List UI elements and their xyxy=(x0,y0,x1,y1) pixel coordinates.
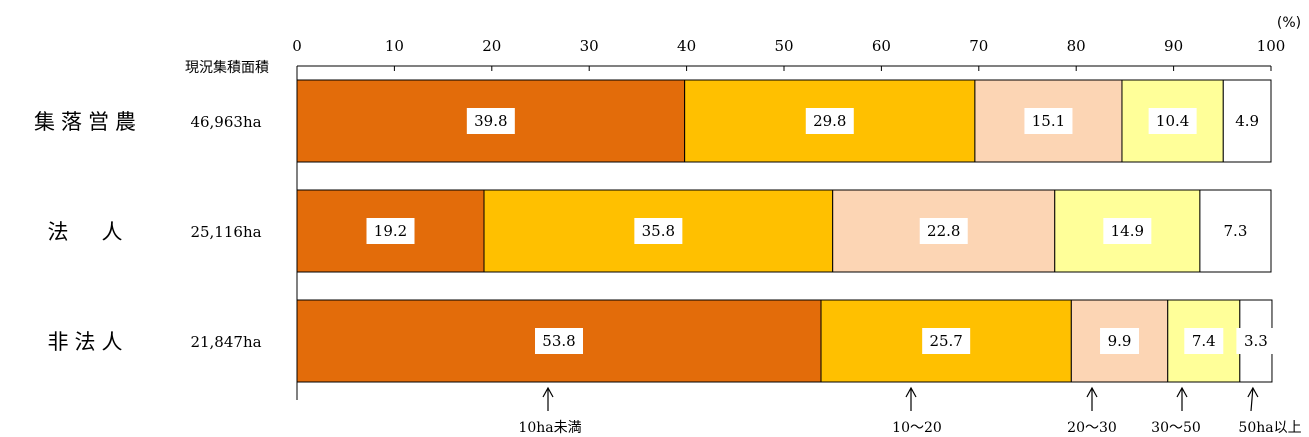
data-label: 19.2 xyxy=(374,222,407,240)
area-header-label: 現況集積面積 xyxy=(185,59,269,76)
legend-arrow-head xyxy=(1176,386,1188,398)
data-label: 7.4 xyxy=(1192,332,1216,350)
x-tick-label: 30 xyxy=(580,37,599,55)
legend-arrow-head xyxy=(905,386,917,398)
data-label-box xyxy=(466,108,515,134)
data-label-box xyxy=(1215,218,1255,244)
data-label-box xyxy=(535,328,584,354)
data-label-box xyxy=(634,218,683,244)
x-tick-label: 70 xyxy=(969,37,988,55)
data-label-box xyxy=(1103,218,1152,244)
data-label-box xyxy=(1100,328,1140,354)
unit-label: (%) xyxy=(1277,15,1301,31)
data-label: 25.7 xyxy=(929,332,962,350)
category-label: 法 人 xyxy=(48,220,129,244)
legend-label: 50ha以上 xyxy=(1238,420,1301,436)
data-label: 15.1 xyxy=(1032,112,1065,130)
data-label-box xyxy=(919,218,968,244)
data-label: 22.8 xyxy=(927,222,960,240)
data-label-box xyxy=(805,108,854,134)
data-label: 9.9 xyxy=(1108,332,1132,350)
legend-arrow-head xyxy=(1247,386,1259,398)
legend-label: 30～50 xyxy=(1151,420,1201,436)
data-label: 7.3 xyxy=(1224,222,1248,240)
x-tick-label: 10 xyxy=(385,37,404,55)
area-value-label: 25,116ha xyxy=(190,223,261,241)
x-tick-label: 0 xyxy=(292,37,302,55)
legend-label: 20～30 xyxy=(1067,420,1117,436)
labels-layer: 集落営農 46,963ha 39.8 29.8 15.1 10.4 4.9 法 人 25,116… xyxy=(34,108,1276,354)
data-label-box xyxy=(1227,108,1267,134)
data-label: 53.8 xyxy=(542,332,575,350)
data-label-box xyxy=(922,328,971,354)
legend-layer: 10ha未満 10～20 20～30 30～50 50ha以上 xyxy=(518,386,1302,436)
data-label: 29.8 xyxy=(813,112,846,130)
data-label-box xyxy=(1184,328,1224,354)
data-label: 14.9 xyxy=(1111,222,1144,240)
x-tick-label: 100 xyxy=(1257,37,1286,55)
area-value-label: 46,963ha xyxy=(190,113,261,131)
data-label: 35.8 xyxy=(642,222,675,240)
legend-label: 10～20 xyxy=(892,420,942,436)
data-label: 4.9 xyxy=(1235,112,1259,130)
data-label: 3.3 xyxy=(1244,332,1268,350)
data-label-box xyxy=(366,218,415,244)
data-label: 39.8 xyxy=(474,112,507,130)
legend-label: 10ha未満 xyxy=(518,420,581,436)
legend-arrow xyxy=(1250,387,1254,412)
category-label: 集落営農 xyxy=(34,110,142,134)
x-tick-label: 60 xyxy=(872,37,891,55)
bars-layer xyxy=(296,79,1273,383)
data-label-box xyxy=(1024,108,1073,134)
data-label: 10.4 xyxy=(1156,112,1189,130)
data-label-box xyxy=(1236,328,1276,354)
legend-arrow-head xyxy=(542,386,554,398)
data-label-box xyxy=(1148,108,1197,134)
x-tick-label: 20 xyxy=(482,37,501,55)
category-label: 非法人 xyxy=(48,330,129,354)
x-tick-label: 50 xyxy=(774,37,793,55)
axis-layer: 0 10 20 30 40 50 60 70 80 90 100 (%) 現況集積面積 xyxy=(185,15,1301,400)
x-tick-label: 80 xyxy=(1067,37,1086,55)
legend-arrow-head xyxy=(1086,386,1098,398)
area-value-label: 21,847ha xyxy=(190,333,261,351)
x-tick-label: 40 xyxy=(677,37,696,55)
x-tick-label: 90 xyxy=(1164,37,1183,55)
